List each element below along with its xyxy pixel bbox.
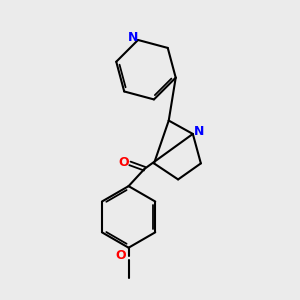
Text: N: N xyxy=(128,31,138,44)
Text: O: O xyxy=(116,249,126,262)
Text: O: O xyxy=(118,155,129,169)
Text: N: N xyxy=(194,125,205,138)
